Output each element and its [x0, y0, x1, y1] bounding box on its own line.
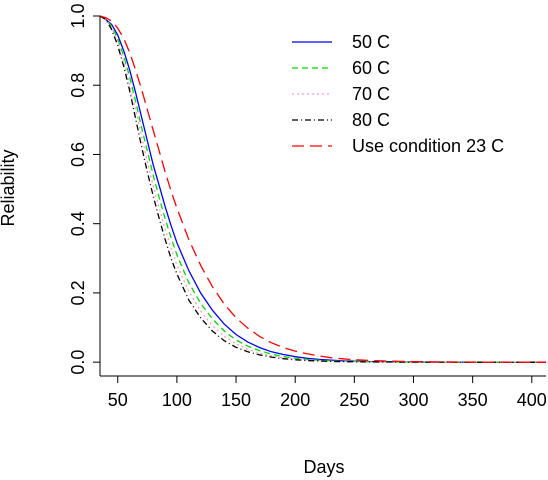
y-tick-label: 0.4 [68, 211, 88, 236]
legend-label-3: 70 C [352, 84, 390, 104]
series-line-3 [99, 15, 546, 363]
y-tick-label: 0.2 [68, 280, 88, 305]
legend-label-1: 50 C [352, 32, 390, 52]
x-tick-label: 250 [339, 390, 369, 410]
axes: 50 100 150 200 250 300 350 400 0.0 0.2 0.4 0.6 0.8 1.… [68, 3, 547, 410]
y-tick-label: 1.0 [68, 3, 88, 28]
legend-label-4: 80 C [352, 110, 390, 130]
y-tick-label: 0.8 [68, 73, 88, 98]
y-tick-label: 0.0 [68, 350, 88, 375]
series-line-5 [99, 15, 546, 363]
x-tick-label: 350 [458, 390, 488, 410]
plot-lines [99, 15, 546, 363]
x-axis-label: Days [303, 457, 344, 477]
x-tick-label: 50 [108, 390, 128, 410]
series-line-2 [99, 15, 546, 363]
x-tick-label: 300 [398, 390, 428, 410]
legend-label-5: Use condition 23 C [352, 136, 504, 156]
legend-label-2: 60 C [352, 58, 390, 78]
x-tick-label: 400 [517, 390, 547, 410]
x-tick-label: 150 [221, 390, 251, 410]
x-tick-label: 200 [280, 390, 310, 410]
y-tick-label: 0.6 [68, 142, 88, 167]
x-tick-label: 100 [162, 390, 192, 410]
y-axis-label: Reliability [0, 149, 18, 226]
legend: 50 C 60 C 70 C 80 C Use condition 23 C [292, 32, 504, 156]
